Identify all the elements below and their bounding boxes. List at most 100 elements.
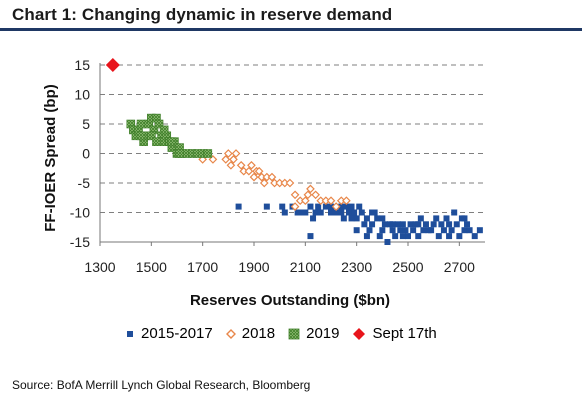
point-2015-2017 bbox=[443, 215, 450, 222]
point-2015-2017 bbox=[451, 209, 458, 216]
legend-marker-red-diamond-icon bbox=[353, 327, 366, 340]
point-2015-2017 bbox=[381, 221, 388, 228]
x-tick-label: 1300 bbox=[84, 259, 115, 275]
point-2015-2017 bbox=[317, 209, 324, 216]
point-2015-2017 bbox=[361, 221, 368, 228]
x-tick-label: 1700 bbox=[187, 259, 218, 275]
point-2015-2017 bbox=[358, 209, 365, 216]
point-2015-2017 bbox=[312, 209, 319, 216]
point-2015-2017 bbox=[415, 221, 422, 228]
point-2015-2017 bbox=[405, 233, 411, 240]
point-2015-2017 bbox=[322, 203, 329, 210]
point-2015-2017 bbox=[407, 221, 414, 228]
y-tick-label: 0 bbox=[82, 146, 90, 162]
point-2015-2017 bbox=[384, 239, 391, 245]
point-2015-2017 bbox=[389, 221, 396, 228]
y-tick-label: -15 bbox=[70, 234, 90, 250]
point-2018 bbox=[229, 155, 238, 164]
point-2015-2017 bbox=[353, 227, 360, 234]
point-2015-2017 bbox=[448, 227, 455, 234]
legend-label: Sept 17th bbox=[372, 325, 437, 342]
legend: 2015-2017 2018 2019 Sept 17th bbox=[125, 325, 450, 342]
x-tick-labels: 1300 1500 1700 1900 2100 2300 2500 2700 bbox=[84, 259, 475, 275]
point-2015-2017 bbox=[379, 215, 386, 222]
point-2018 bbox=[236, 160, 246, 170]
point-2018 bbox=[249, 172, 259, 182]
point-2015-2017 bbox=[307, 203, 314, 210]
point-2015-2017 bbox=[348, 203, 355, 210]
point-2015-2017 bbox=[399, 233, 406, 240]
point-2018 bbox=[259, 178, 269, 188]
point-2018 bbox=[247, 160, 256, 170]
point-2019 bbox=[154, 119, 164, 129]
point-2015-2017 bbox=[394, 221, 401, 228]
point-2018 bbox=[208, 155, 218, 164]
point-2019 bbox=[175, 149, 184, 158]
point-2015-2017 bbox=[340, 215, 347, 222]
point-2019 bbox=[136, 119, 146, 129]
point-2019 bbox=[147, 131, 156, 141]
point-2015-2017 bbox=[392, 233, 399, 240]
y-tick-label: -5 bbox=[78, 175, 91, 191]
point-2019 bbox=[136, 131, 146, 141]
point-2015-2017 bbox=[415, 233, 422, 240]
point-2015-2017 bbox=[328, 209, 334, 216]
y-tick-label: 10 bbox=[74, 87, 90, 103]
legend-marker-diamond-icon bbox=[225, 328, 236, 339]
point-2018 bbox=[290, 202, 300, 211]
x-tick-label: 1500 bbox=[136, 259, 167, 275]
point-2015-2017 bbox=[328, 203, 334, 210]
y-tick-label: 5 bbox=[82, 116, 90, 132]
point-2015-2017 bbox=[425, 227, 432, 234]
point-2015-2017 bbox=[338, 209, 345, 216]
point-2015-2017 bbox=[389, 227, 396, 234]
point-2015-2017 bbox=[353, 215, 360, 222]
x-tick-label: 1900 bbox=[238, 259, 269, 275]
point-2015-2017 bbox=[345, 209, 352, 216]
point-2015-2017 bbox=[461, 215, 468, 222]
point-2015-2017 bbox=[453, 221, 460, 228]
point-2015-2017 bbox=[376, 233, 383, 240]
point-2015-2017 bbox=[456, 233, 463, 240]
legend-label: 2019 bbox=[306, 325, 340, 342]
x-axis-label: Reserves Outstanding ($bn) bbox=[190, 292, 390, 309]
point-2015-2017 bbox=[476, 227, 483, 234]
point-2018 bbox=[311, 190, 320, 200]
point-2015-2017 bbox=[356, 203, 363, 210]
point-2015-2017 bbox=[333, 209, 340, 216]
y-tick-labels: 15 10 5 0 -5 -10 -15 bbox=[70, 57, 90, 250]
point-2015-2017 bbox=[366, 227, 373, 234]
point-2015-2017 bbox=[307, 233, 314, 240]
point-2015-2017 bbox=[430, 221, 437, 228]
point-2018 bbox=[290, 190, 300, 200]
point-2015-2017 bbox=[363, 233, 370, 240]
point-2019 bbox=[203, 149, 213, 158]
point-2019 bbox=[159, 125, 169, 135]
point-2018 bbox=[221, 155, 231, 164]
point-2019 bbox=[152, 137, 161, 146]
x-tick-label: 2300 bbox=[341, 259, 372, 275]
point-2018 bbox=[331, 202, 341, 211]
point-2015-2017 bbox=[402, 227, 409, 234]
point-2015-2017 bbox=[310, 215, 317, 222]
legend-label: 2015-2017 bbox=[141, 325, 213, 342]
point-2018 bbox=[342, 196, 351, 206]
point-2015-2017 bbox=[440, 227, 447, 234]
point-2019 bbox=[167, 137, 177, 146]
point-sept-17th bbox=[105, 58, 120, 72]
point-2015-2017 bbox=[410, 227, 417, 234]
point-2018 bbox=[231, 149, 241, 158]
point-2018 bbox=[244, 166, 254, 176]
data-points bbox=[105, 58, 483, 245]
point-2015-2017 bbox=[263, 203, 270, 210]
point-2015-2017 bbox=[464, 221, 471, 228]
title-rule bbox=[0, 28, 582, 31]
x-tick-label: 2700 bbox=[444, 259, 475, 275]
source-note: Source: BofA Merrill Lynch Global Resear… bbox=[12, 378, 311, 392]
point-2015-2017 bbox=[420, 227, 427, 234]
legend-marker-hatched-square-icon bbox=[288, 328, 300, 339]
point-2015-2017 bbox=[348, 215, 355, 222]
point-2015-2017 bbox=[471, 233, 478, 240]
axes bbox=[99, 63, 485, 246]
point-2015-2017 bbox=[446, 221, 453, 228]
